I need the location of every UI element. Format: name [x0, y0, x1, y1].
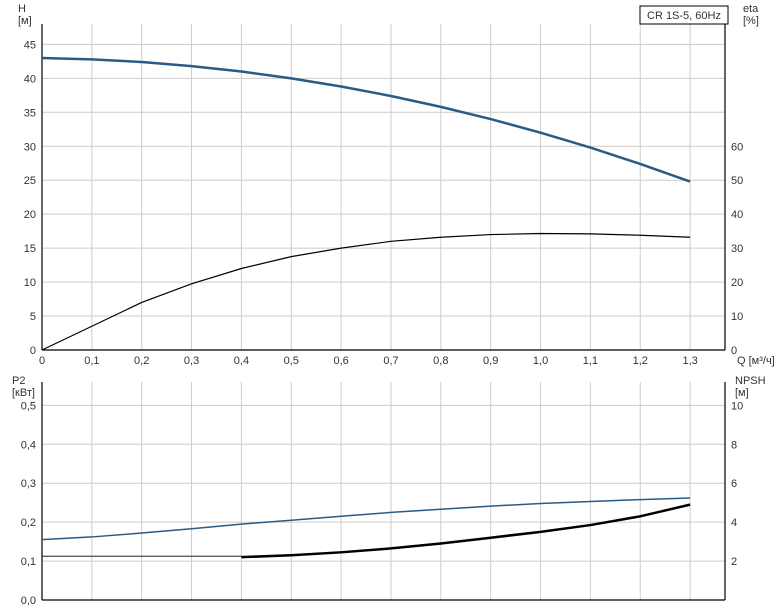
svg-text:4: 4 [731, 517, 737, 529]
svg-text:15: 15 [24, 243, 36, 255]
svg-text:10: 10 [731, 311, 743, 323]
svg-text:0,6: 0,6 [333, 355, 348, 367]
svg-text:0,3: 0,3 [184, 355, 199, 367]
svg-text:25: 25 [24, 175, 36, 187]
svg-text:0,2: 0,2 [21, 517, 36, 529]
svg-text:0,7: 0,7 [383, 355, 398, 367]
svg-text:50: 50 [731, 175, 743, 187]
title-text: CR 1S-5, 60Hz [647, 10, 721, 22]
svg-text:8: 8 [731, 439, 737, 451]
svg-text:0,1: 0,1 [21, 556, 36, 568]
chart-svg: 0510152025303540450102030405060H[м]eta[%… [0, 0, 774, 611]
top-left-axis-label: H [18, 3, 26, 15]
svg-text:35: 35 [24, 107, 36, 119]
svg-text:1,0: 1,0 [533, 355, 548, 367]
top-right-axis-label: [%] [743, 15, 759, 27]
bottom-left-axis-label: P2 [12, 375, 25, 387]
svg-text:0,0: 0,0 [21, 595, 36, 607]
svg-text:10: 10 [24, 277, 36, 289]
top-right-axis-label: eta [743, 3, 759, 15]
svg-text:0,4: 0,4 [234, 355, 249, 367]
svg-text:0: 0 [39, 355, 45, 367]
svg-text:40: 40 [24, 73, 36, 85]
svg-text:1,2: 1,2 [633, 355, 648, 367]
svg-text:0,8: 0,8 [433, 355, 448, 367]
x-axis-label: Q [м³/ч] [737, 355, 774, 367]
svg-text:0,2: 0,2 [134, 355, 149, 367]
svg-text:0,5: 0,5 [284, 355, 299, 367]
top-left-axis-label: [м] [18, 15, 32, 27]
svg-text:30: 30 [24, 141, 36, 153]
svg-text:20: 20 [731, 277, 743, 289]
svg-text:0,4: 0,4 [21, 439, 36, 451]
svg-text:0,5: 0,5 [21, 400, 36, 412]
svg-text:1,1: 1,1 [583, 355, 598, 367]
svg-text:20: 20 [24, 209, 36, 221]
svg-text:0: 0 [30, 345, 36, 357]
svg-text:5: 5 [30, 311, 36, 323]
svg-text:0,9: 0,9 [483, 355, 498, 367]
bottom-right-axis-label: [м] [735, 387, 749, 399]
svg-text:0,3: 0,3 [21, 478, 36, 490]
bottom-left-axis-label: [кВт] [12, 387, 35, 399]
pump-curve-chart: 0510152025303540450102030405060H[м]eta[%… [0, 0, 774, 611]
svg-text:1,3: 1,3 [682, 355, 697, 367]
svg-text:60: 60 [731, 141, 743, 153]
svg-text:40: 40 [731, 209, 743, 221]
bottom-right-axis-label: NPSH [735, 375, 766, 387]
svg-text:30: 30 [731, 243, 743, 255]
svg-text:45: 45 [24, 39, 36, 51]
svg-text:0,1: 0,1 [84, 355, 99, 367]
svg-text:2: 2 [731, 556, 737, 568]
svg-text:6: 6 [731, 478, 737, 490]
svg-text:10: 10 [731, 400, 743, 412]
